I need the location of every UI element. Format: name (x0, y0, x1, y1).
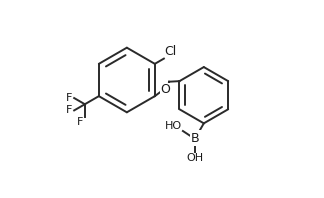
Text: HO: HO (165, 121, 182, 131)
Text: F: F (66, 93, 73, 103)
Text: O: O (160, 83, 170, 96)
Text: F: F (77, 117, 83, 127)
Text: Cl: Cl (165, 45, 177, 58)
Text: B: B (191, 132, 200, 145)
Text: F: F (66, 105, 73, 115)
Text: OH: OH (187, 153, 204, 163)
